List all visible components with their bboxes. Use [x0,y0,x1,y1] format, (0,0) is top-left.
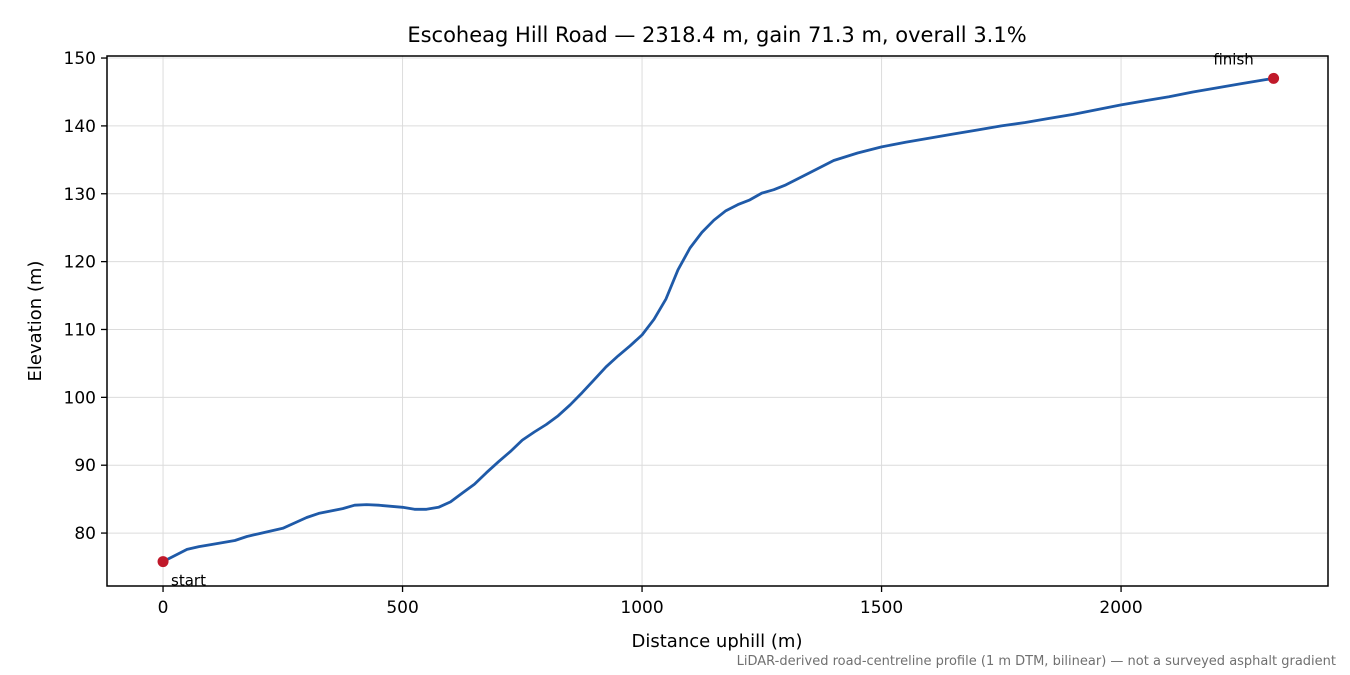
finish-marker [1268,72,1280,84]
y-tick-label: 130 [64,185,96,205]
elevation-profile-line [161,77,1275,563]
start-marker [157,556,169,568]
y-tick-label: 150 [64,49,96,69]
grid-lines [107,56,1328,586]
plot-frame [106,55,1329,587]
y-axis-label: Elevation (m) [25,261,46,382]
finish-annotation: finish [1213,50,1253,68]
axis-ticks: 0 500 1000 1500 2000 80 90 100 110 120 130 140 150 [64,49,1143,618]
chart-title: Escoheag Hill Road — 2318.4 m, gain 71.3… [407,23,1026,47]
x-axis-label: Distance uphill (m) [632,631,803,652]
y-tick-label: 140 [64,117,96,137]
x-tick-label: 1500 [860,598,903,618]
x-tick-label: 1000 [620,598,663,618]
x-tick-label: 500 [386,598,418,618]
y-tick-label: 100 [64,388,96,408]
y-tick-label: 110 [64,320,96,340]
x-tick-label: 0 [158,598,169,618]
y-tick-label: 120 [64,253,96,273]
data-source-caption: LiDAR-derived road-centreline profile (1… [737,654,1336,669]
y-tick-label: 80 [74,524,96,544]
start-annotation: start [171,572,206,590]
y-tick-label: 90 [74,456,96,476]
x-tick-label: 2000 [1099,598,1142,618]
